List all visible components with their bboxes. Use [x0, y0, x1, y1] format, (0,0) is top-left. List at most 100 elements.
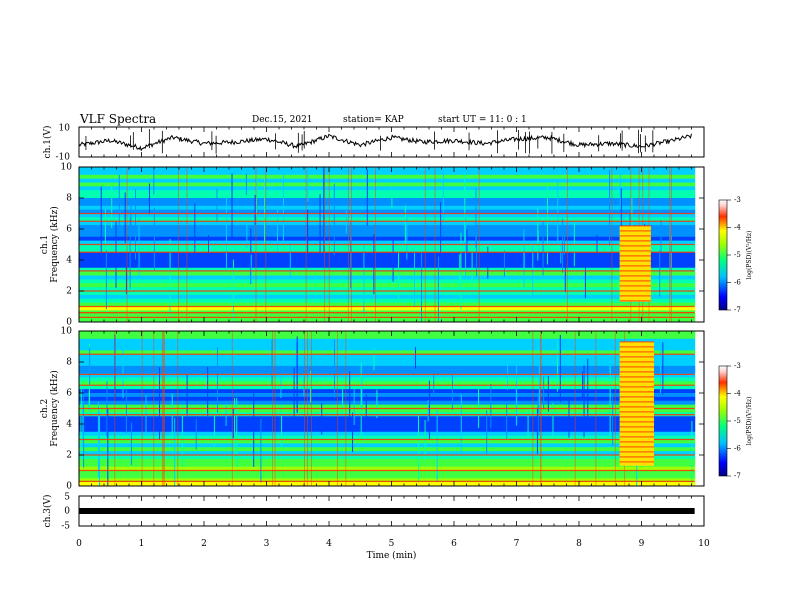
spectro-blank: [695, 167, 704, 322]
spectro-row: [79, 470, 704, 475]
ch1-spectrogram: [79, 167, 704, 323]
spectro-row: [79, 287, 704, 292]
spectro-row: [79, 447, 704, 452]
spectro-ytick-label: 10: [61, 163, 73, 173]
spectro-row: [79, 275, 704, 280]
x-tick-label: 1: [139, 539, 145, 549]
spectro-channel-label: ch.2: [40, 399, 50, 418]
ch3-ytick-label: 0: [64, 507, 70, 517]
spectro-row: [79, 358, 704, 363]
spectro-row: [79, 377, 704, 382]
spectro-row: [79, 306, 704, 311]
spectro-row: [79, 424, 704, 429]
spectro-ytick-label: 0: [66, 482, 72, 492]
spectro-row: [79, 221, 704, 226]
x-tick-label: 8: [576, 539, 582, 549]
ch3-signal-band: [79, 508, 695, 514]
spectro-row: [79, 342, 704, 347]
spectro-row: [79, 462, 704, 468]
ch3-ytick-label: -5: [61, 522, 70, 532]
colorbar-tick-label: -5: [734, 417, 741, 425]
colorbar-tick-label: -3: [734, 196, 741, 204]
spectro-ytick-label: 8: [66, 194, 72, 204]
spectro-row: [79, 354, 704, 359]
ch3-ytick-label: 5: [64, 493, 70, 503]
spectro-row: [79, 263, 704, 269]
start-time-label: start UT = 11: 0 : 1: [438, 115, 527, 125]
spectro-row: [79, 182, 704, 187]
colorbar-tick-label: -4: [734, 390, 741, 398]
spectro-row: [79, 236, 704, 242]
spectro-row: [79, 334, 704, 340]
spectro-row: [79, 229, 704, 234]
spectro-row: [79, 373, 704, 378]
spectro-row: [79, 350, 704, 355]
spectro-blank: [695, 331, 704, 486]
colorbar-tick-label: -6: [734, 445, 741, 453]
colorbar-label: log(PSD)(V²/Hz): [746, 231, 753, 280]
spectro-row: [79, 271, 704, 276]
spectro-ytick-label: 4: [66, 420, 72, 430]
spectro-row: [79, 435, 704, 440]
spectro-row: [79, 427, 704, 433]
chart-title: VLF Spectra: [80, 112, 157, 126]
spectro-row: [79, 256, 704, 261]
spectro-channel-label: ch.1: [40, 235, 50, 254]
spectro-row: [79, 291, 704, 296]
ch1-ytick-label: 10: [59, 124, 71, 134]
ch2-spectrogram: [79, 331, 704, 487]
spectro-ytick-label: 2: [66, 287, 72, 297]
x-tick-label: 4: [326, 539, 332, 549]
spectro-ytick-label: 8: [66, 358, 72, 368]
spectro-row: [79, 260, 704, 265]
x-tick-label: 0: [76, 539, 82, 549]
spectro-row: [79, 381, 704, 386]
colorbar-tick-label: -6: [734, 279, 741, 287]
x-tick-label: 6: [451, 539, 457, 549]
x-tick-label: 5: [389, 539, 395, 549]
spectro-row: [79, 451, 704, 456]
spectro-row: [79, 365, 704, 371]
colorbar-tick-label: -7: [734, 306, 741, 314]
spectro-row: [79, 283, 704, 288]
ch1-ytick-label: -10: [56, 153, 71, 163]
spectro-row: [79, 389, 704, 394]
spectro-row: [79, 443, 704, 448]
spectro-row: [79, 385, 704, 390]
spectro-row: [79, 170, 704, 176]
colorbar-label: log(PSD)(V²/Hz): [746, 397, 753, 446]
spectro-row: [79, 404, 704, 409]
spectro-row: [79, 458, 704, 464]
spectro-row: [79, 302, 704, 307]
spectro-row: [79, 478, 704, 483]
spectro-ytick-label: 0: [66, 318, 72, 328]
spectro-row: [79, 294, 704, 300]
colorbar-tick-label: -3: [734, 362, 741, 370]
spectro-row: [79, 298, 704, 304]
spectro-row: [79, 400, 704, 406]
spectro-row: [79, 232, 704, 238]
spectro-ytick-label: 6: [66, 225, 72, 235]
spectro-row: [79, 174, 704, 180]
spectro-row: [79, 338, 704, 344]
spectro-row: [79, 213, 704, 218]
x-tick-label: 10: [698, 539, 710, 549]
spectro-ytick-label: 6: [66, 389, 72, 399]
ch1-waveform-line: [78, 133, 692, 152]
spectro-row: [79, 416, 704, 421]
spectro-row: [79, 314, 704, 319]
spectro-row: [79, 346, 704, 351]
station-label: station= KAP: [343, 115, 404, 125]
spectro-row: [79, 393, 704, 398]
burst-region: [619, 225, 651, 302]
spectro-row: [79, 466, 704, 471]
colorbar: [718, 199, 728, 311]
spectro-row: [79, 439, 704, 444]
colorbar: [718, 365, 728, 477]
x-axis-label: Time (min): [367, 550, 417, 561]
spectro-row: [79, 362, 704, 367]
spectro-ytick-label: 2: [66, 451, 72, 461]
x-tick-label: 2: [201, 539, 207, 549]
spectro-row: [79, 178, 704, 183]
spectro-row: [79, 474, 704, 479]
